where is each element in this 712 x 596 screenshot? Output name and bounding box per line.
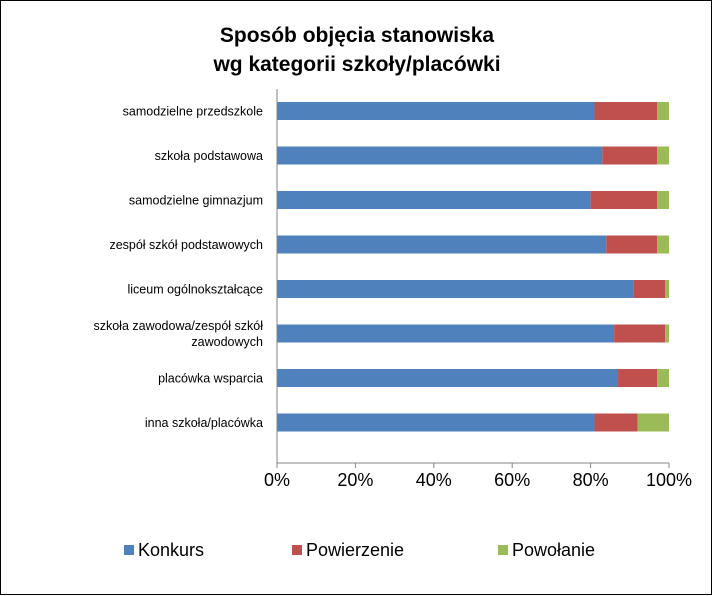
category-label: placówka wsparcia [158, 372, 263, 386]
legend-label-powołanie: Powołanie [512, 540, 595, 560]
x-tick-label: 40% [416, 470, 452, 490]
bar-konkurs-5 [277, 324, 615, 343]
category-label: zespół szkół podstawowych [109, 238, 263, 252]
legend-swatch-powołanie [498, 545, 508, 555]
category-label: zawodowych [191, 335, 263, 349]
legend-label-konkurs: Konkurs [138, 540, 204, 560]
category-label: samodzielne przedszkole [123, 105, 263, 119]
bar-konkurs-4 [277, 280, 634, 298]
bar-powołanie-3 [657, 235, 669, 254]
x-tick-label: 80% [573, 470, 609, 490]
bar-powołanie-7 [637, 413, 669, 432]
category-label: inna szkoła/placówka [145, 416, 263, 430]
legend-swatch-powierzenie [292, 545, 302, 555]
bar-powierzenie-3 [606, 235, 658, 254]
bar-powierzenie-6 [618, 369, 658, 387]
bar-powierzenie-0 [594, 102, 658, 120]
chart-title-line-1: Sposób objęcia stanowiska [220, 24, 495, 47]
category-label: liceum ogólnokształcące [128, 283, 264, 297]
category-label: samodzielne gimnazjum [129, 194, 263, 208]
x-tick-label: 100% [646, 470, 692, 490]
bar-powołanie-0 [657, 102, 669, 120]
x-tick-label: 20% [337, 470, 373, 490]
category-labels: samodzielne przedszkole szkoła podstawowa… [93, 105, 263, 431]
bar-powołanie-6 [657, 369, 669, 387]
bar-konkurs-3 [277, 235, 607, 254]
bar-konkurs-6 [277, 369, 619, 387]
x-tick-label: 0% [264, 470, 290, 490]
legend-swatch-konkurs [124, 545, 134, 555]
bar-powierzenie-2 [590, 191, 658, 209]
bar-powierzenie-1 [602, 146, 658, 165]
bar-konkurs-7 [277, 413, 595, 432]
chart-title: Sposób objęcia stanowiska wg kategorii s… [212, 24, 500, 76]
bar-konkurs-2 [277, 191, 591, 209]
legend-label-powierzenie: Powierzenie [306, 540, 404, 560]
bar-konkurs-1 [277, 146, 603, 165]
bar-powołanie-1 [657, 146, 669, 165]
bar-powierzenie-5 [614, 324, 666, 343]
bar-powierzenie-4 [633, 280, 666, 298]
chart-title-line-2: wg kategorii szkoły/placówki [212, 53, 500, 76]
x-axis: 0% 20% 40% 60% 80% 100% [264, 89, 692, 490]
bar-powierzenie-7 [594, 413, 638, 432]
x-tick-label: 60% [494, 470, 530, 490]
legend: Konkurs Powierzenie Powołanie [124, 540, 595, 560]
bar-powołanie-5 [665, 324, 669, 343]
category-label: szkoła podstawowa [155, 149, 263, 163]
category-label: szkoła zawodowa/zespół szkół [93, 319, 263, 333]
bar-powołanie-4 [665, 280, 669, 298]
bars [277, 102, 669, 432]
bar-powołanie-2 [657, 191, 669, 209]
bar-konkurs-0 [277, 102, 595, 120]
